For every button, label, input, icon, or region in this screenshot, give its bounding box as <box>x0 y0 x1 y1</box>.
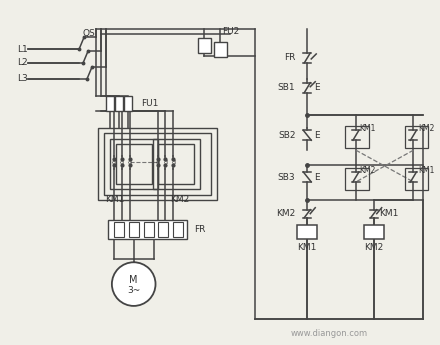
Bar <box>297 225 317 239</box>
Bar <box>116 144 151 184</box>
Bar <box>214 42 227 57</box>
Text: SB2: SB2 <box>278 131 295 140</box>
Text: KM1: KM1 <box>379 209 398 218</box>
Bar <box>404 168 428 190</box>
Bar <box>404 126 428 148</box>
Bar <box>345 168 369 190</box>
Text: d: d <box>112 160 116 165</box>
Bar <box>198 38 211 53</box>
Text: d: d <box>120 160 124 165</box>
Bar <box>143 221 154 237</box>
Bar <box>108 220 187 239</box>
Text: E: E <box>314 174 320 183</box>
Text: SB3: SB3 <box>278 174 295 183</box>
Text: KM2: KM2 <box>359 166 375 175</box>
Text: E: E <box>314 83 320 92</box>
Text: KM2: KM2 <box>418 124 435 133</box>
Bar <box>115 96 123 110</box>
Text: 3~: 3~ <box>127 286 140 295</box>
Text: FR: FR <box>194 225 205 234</box>
Bar <box>364 225 384 239</box>
Bar <box>173 221 183 237</box>
Text: M: M <box>129 275 138 285</box>
Text: d: d <box>128 160 132 165</box>
Bar <box>104 133 211 195</box>
Bar <box>345 126 369 148</box>
Text: L1: L1 <box>17 45 27 53</box>
Bar <box>114 221 124 237</box>
Text: FU2: FU2 <box>222 27 239 36</box>
Text: QS: QS <box>83 29 95 38</box>
Circle shape <box>112 262 155 306</box>
Text: E: E <box>314 131 320 140</box>
Text: FR: FR <box>284 53 295 62</box>
Bar <box>110 139 158 189</box>
Text: d: d <box>163 160 168 165</box>
Text: SB1: SB1 <box>278 83 295 92</box>
Text: www.diangon.com: www.diangon.com <box>290 329 368 338</box>
Text: KM2: KM2 <box>170 195 190 204</box>
Text: d: d <box>155 160 160 165</box>
Bar <box>158 144 194 184</box>
Text: KM1: KM1 <box>359 124 375 133</box>
Bar <box>158 221 169 237</box>
Text: KM1: KM1 <box>297 243 317 252</box>
Text: KM2: KM2 <box>276 209 295 218</box>
Bar <box>124 96 132 110</box>
Text: L2: L2 <box>17 58 27 67</box>
Text: KM2: KM2 <box>364 243 383 252</box>
Text: KM1: KM1 <box>105 195 125 204</box>
Text: L3: L3 <box>17 74 27 83</box>
Bar <box>106 96 114 110</box>
Bar <box>153 139 200 189</box>
Text: FU1: FU1 <box>141 99 158 108</box>
Bar <box>129 221 139 237</box>
Bar <box>98 128 217 200</box>
Text: KM1: KM1 <box>418 166 435 175</box>
Text: d: d <box>171 160 176 165</box>
